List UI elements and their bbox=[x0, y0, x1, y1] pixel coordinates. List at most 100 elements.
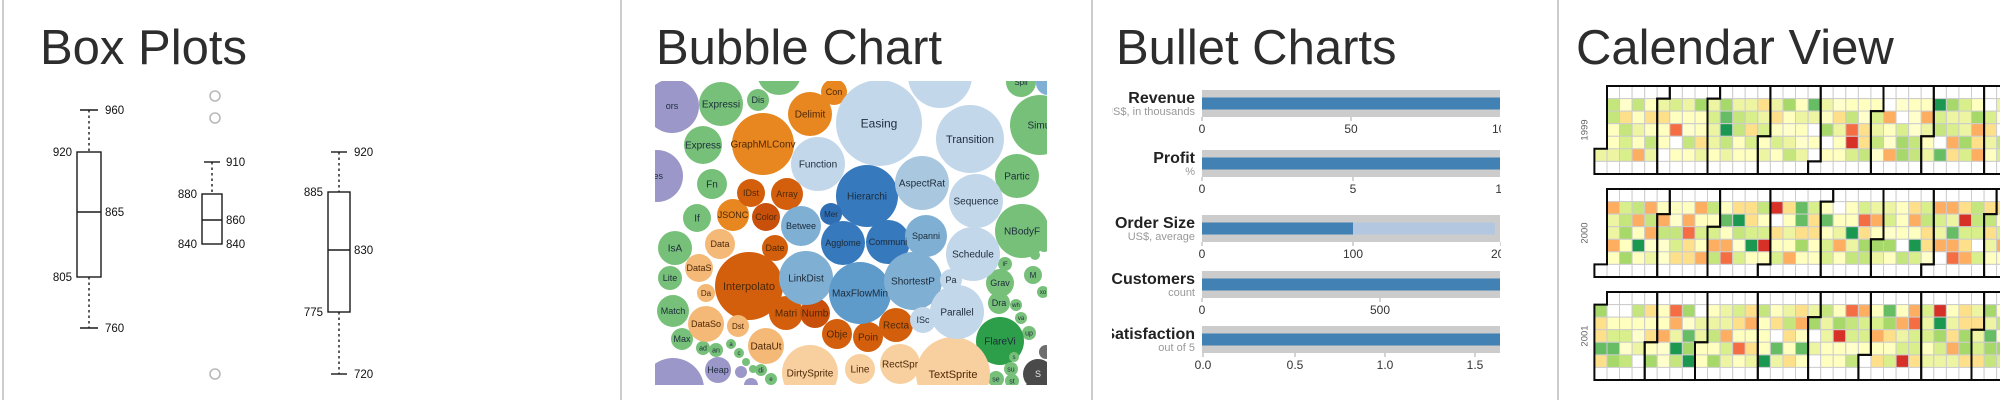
svg-text:2001: 2001 bbox=[1579, 325, 1590, 346]
svg-text:Pa: Pa bbox=[945, 275, 956, 285]
svg-text:S: S bbox=[1035, 369, 1041, 379]
svg-text:Numb: Numb bbox=[802, 309, 829, 320]
svg-text:0: 0 bbox=[1199, 122, 1206, 136]
svg-text:se: se bbox=[992, 377, 1000, 384]
svg-text:500: 500 bbox=[1370, 303, 1390, 317]
svg-text:ors: ors bbox=[666, 101, 679, 111]
svg-text:e: e bbox=[769, 377, 773, 383]
svg-text:ad: ad bbox=[699, 346, 707, 353]
svg-text:FlareVi: FlareVi bbox=[984, 337, 1016, 348]
svg-text:MaxFlowMin: MaxFlowMin bbox=[832, 289, 888, 300]
svg-text:Da: Da bbox=[701, 289, 712, 298]
svg-text:Interpolato: Interpolato bbox=[723, 281, 775, 293]
svg-text:0: 0 bbox=[1199, 182, 1206, 196]
svg-text:DataUt: DataUt bbox=[750, 342, 781, 353]
svg-text:100: 100 bbox=[1343, 247, 1363, 261]
svg-text:a: a bbox=[729, 342, 733, 348]
svg-text:st: st bbox=[1009, 379, 1015, 386]
svg-text:Parallel: Parallel bbox=[940, 308, 973, 319]
svg-text:Satisfaction: Satisfaction bbox=[1104, 326, 1195, 343]
svg-text:M: M bbox=[1030, 271, 1037, 280]
svg-text:Betwee: Betwee bbox=[786, 221, 816, 231]
svg-text:Hierarchi: Hierarchi bbox=[847, 192, 887, 203]
svg-text:720: 720 bbox=[354, 369, 373, 381]
svg-text:va: va bbox=[1018, 316, 1025, 322]
svg-text:US$, average: US$, average bbox=[1128, 231, 1195, 243]
svg-text:0.5: 0.5 bbox=[1287, 358, 1304, 372]
svg-text:out of 5: out of 5 bbox=[1158, 342, 1195, 354]
svg-text:Data: Data bbox=[710, 239, 729, 249]
svg-text:0: 0 bbox=[1199, 303, 1206, 317]
svg-text:Profit: Profit bbox=[1153, 150, 1195, 167]
svg-text:Spanni: Spanni bbox=[912, 231, 940, 241]
svg-text:AspectRat: AspectRat bbox=[899, 179, 945, 190]
svg-text:Dra: Dra bbox=[992, 298, 1007, 308]
svg-text:Poin: Poin bbox=[858, 333, 878, 344]
svg-text:Date: Date bbox=[765, 243, 784, 253]
svg-text:760: 760 bbox=[105, 323, 124, 335]
svg-text:100: 100 bbox=[1492, 122, 1512, 136]
svg-text:IF: IF bbox=[1002, 262, 1008, 268]
svg-text:Function: Function bbox=[799, 160, 837, 171]
svg-text:NBodyF: NBodyF bbox=[1004, 227, 1040, 238]
svg-text:Match: Match bbox=[661, 306, 686, 316]
svg-text:0: 0 bbox=[1199, 247, 1206, 261]
svg-text:860: 860 bbox=[226, 215, 245, 227]
svg-text:Line: Line bbox=[851, 365, 870, 376]
svg-text:Recta: Recta bbox=[883, 321, 910, 332]
svg-text:880: 880 bbox=[178, 189, 197, 201]
svg-text:Dis: Dis bbox=[752, 95, 765, 105]
svg-text:If: If bbox=[694, 214, 700, 225]
svg-text:TextSprite: TextSprite bbox=[929, 369, 978, 381]
svg-text:Matri: Matri bbox=[775, 309, 797, 320]
svg-text:LinkDist: LinkDist bbox=[788, 274, 824, 285]
svg-text:910: 910 bbox=[226, 157, 245, 169]
svg-text:DataSo: DataSo bbox=[691, 319, 721, 329]
svg-text:Mer: Mer bbox=[824, 210, 838, 219]
svg-text:IDst: IDst bbox=[743, 188, 760, 198]
svg-text:Fn: Fn bbox=[706, 180, 718, 191]
svg-text:865: 865 bbox=[105, 207, 124, 219]
svg-text:2000: 2000 bbox=[1579, 222, 1590, 243]
svg-text:US$, in thousands: US$, in thousands bbox=[1105, 106, 1195, 118]
svg-text:ISc: ISc bbox=[916, 315, 930, 325]
svg-text:tes: tes bbox=[651, 171, 664, 181]
svg-text:%: % bbox=[1185, 166, 1195, 178]
svg-text:DirtySprite: DirtySprite bbox=[787, 369, 834, 380]
svg-text:c: c bbox=[738, 351, 741, 357]
svg-text:775: 775 bbox=[304, 307, 323, 319]
svg-text:805: 805 bbox=[53, 272, 72, 284]
svg-text:Heap: Heap bbox=[707, 365, 729, 375]
svg-text:Easing: Easing bbox=[861, 116, 898, 130]
svg-text:920: 920 bbox=[53, 147, 72, 159]
svg-text:Spli: Spli bbox=[1014, 78, 1028, 87]
svg-text:885: 885 bbox=[304, 187, 323, 199]
svg-text:DataS: DataS bbox=[686, 263, 711, 273]
svg-text:Array: Array bbox=[776, 189, 798, 199]
svg-text:Communi: Communi bbox=[869, 237, 908, 247]
svg-text:920: 920 bbox=[354, 147, 373, 159]
svg-text:GraphMLConv: GraphMLConv bbox=[730, 140, 795, 151]
svg-text:su: su bbox=[1007, 367, 1015, 374]
svg-text:Delimit: Delimit bbox=[795, 110, 826, 121]
svg-text:count: count bbox=[1168, 287, 1195, 299]
svg-text:1.5: 1.5 bbox=[1467, 358, 1484, 372]
svg-text:Transition: Transition bbox=[946, 134, 994, 146]
svg-text:di: di bbox=[758, 368, 764, 375]
svg-text:1.0: 1.0 bbox=[1377, 358, 1394, 372]
svg-text:Schedule: Schedule bbox=[952, 250, 994, 261]
svg-text:Dst: Dst bbox=[732, 322, 745, 331]
svg-text:830: 830 bbox=[354, 245, 373, 257]
svg-text:wh: wh bbox=[1011, 303, 1020, 309]
svg-text:Max: Max bbox=[673, 334, 691, 344]
svg-text:Sequence: Sequence bbox=[953, 197, 998, 208]
svg-text:xo: xo bbox=[1040, 290, 1047, 296]
svg-text:s: s bbox=[1013, 355, 1016, 361]
svg-text:0.0: 0.0 bbox=[1195, 358, 1212, 372]
svg-text:IsA: IsA bbox=[668, 244, 683, 255]
svg-text:Express: Express bbox=[685, 141, 721, 152]
svg-text:Lite: Lite bbox=[663, 273, 678, 283]
svg-text:Grav: Grav bbox=[990, 278, 1010, 288]
svg-text:JSONC: JSONC bbox=[718, 210, 749, 220]
svg-text:Agglome: Agglome bbox=[825, 238, 861, 248]
